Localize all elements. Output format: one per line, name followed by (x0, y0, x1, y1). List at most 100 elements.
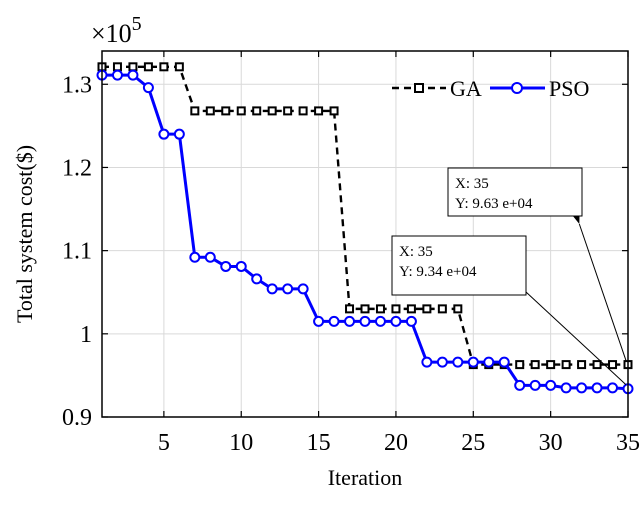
data-point-pso (142, 82, 154, 94)
data-point-pso (591, 382, 603, 394)
annotation-pointer (578, 223, 627, 361)
y-tick-label: 0.9 (62, 405, 92, 431)
data-point-ga (515, 360, 525, 370)
data-point-pso (405, 315, 417, 327)
y-axis-title: Total system cost($) (12, 145, 37, 323)
data-point-pso (545, 379, 557, 391)
data-point-ga (314, 106, 324, 116)
legend: GA PSO (392, 76, 589, 101)
legend-marker-pso (511, 82, 523, 94)
data-point-ga (530, 360, 540, 370)
x-tick-label: 20 (384, 430, 408, 456)
x-axis-title: Iteration (328, 465, 403, 490)
axes: 5 10 15 20 25 30 35 0.9 1 1.1 1.2 1.3 Iteration Total… (12, 13, 640, 490)
data-point-pso (220, 260, 232, 272)
data-point-pso (344, 315, 356, 327)
data-point-ga (190, 106, 200, 116)
data-point-pso (374, 315, 386, 327)
data-point-pso (204, 251, 216, 263)
series-line-pso (102, 73, 629, 391)
annotation-pointer (525, 291, 627, 386)
data-point-pso (313, 315, 325, 327)
data-point-ga (205, 106, 215, 116)
data-point-pso (576, 382, 588, 394)
data-point-pso (390, 315, 402, 327)
y-axis-multiplier: ×105 (91, 13, 142, 48)
data-point-ga (329, 106, 339, 116)
data-point-pso (127, 69, 139, 81)
data-point-ga (577, 360, 587, 370)
data-point-pso (235, 260, 247, 272)
legend-label-ga: GA (450, 76, 482, 101)
annotation-box (447, 167, 583, 217)
data-point-pso (266, 283, 278, 295)
data-point-pso (421, 356, 433, 368)
data-point-pso (359, 315, 371, 327)
data-point-ga (159, 62, 169, 72)
annotation-x-text: X: 35 (399, 244, 433, 260)
data-point-ga (592, 360, 602, 370)
annotations: X: 35 Y: 9.63 e+04 X: 35 Y: 9.34 e+04 (391, 167, 627, 386)
annotation-y-text: Y: 9.63 e+04 (455, 196, 533, 212)
y-tick-label: 1 (80, 322, 92, 348)
plot-frame (101, 50, 629, 418)
x-tick-label: 25 (461, 430, 485, 456)
data-point-pso (514, 379, 526, 391)
data-point-pso (173, 128, 185, 140)
y-tick-label: 1.2 (62, 155, 92, 181)
data-point-ga (561, 360, 571, 370)
data-point-pso (297, 283, 309, 295)
x-tick-label: 15 (307, 430, 331, 456)
x-tick-label: 30 (539, 430, 563, 456)
data-point-pso (436, 356, 448, 368)
annotation-x-text: X: 35 (455, 176, 489, 192)
multiplier-base: ×10 (91, 19, 132, 48)
data-point-ga (608, 360, 618, 370)
data-point-ga (437, 304, 447, 314)
series-line-ga (102, 65, 628, 366)
x-tick-label: 5 (158, 430, 170, 456)
x-tick-label: 35 (616, 430, 640, 456)
data-point-ga (345, 304, 355, 314)
data-point-ga (221, 106, 231, 116)
data-point-pso (560, 382, 572, 394)
data-point-pso (529, 379, 541, 391)
data-point-ga (236, 106, 246, 116)
legend-label-pso: PSO (549, 76, 589, 101)
data-point-pso (189, 251, 201, 263)
data-point-pso (111, 69, 123, 81)
data-point-ga (375, 304, 385, 314)
data-point-ga (252, 106, 262, 116)
annotation-y-text: Y: 9.34 e+04 (399, 264, 477, 280)
data-point-pso (251, 273, 263, 285)
annotation-box (391, 235, 527, 296)
data-point-pso (607, 382, 619, 394)
data-point-pso (158, 128, 170, 140)
data-point-pso (452, 356, 464, 368)
data-point-ga (174, 62, 184, 72)
legend-marker-ga (414, 83, 424, 93)
y-tick-label: 1.1 (62, 239, 92, 265)
data-point-ga (143, 62, 153, 72)
data-point-pso (498, 356, 510, 368)
data-point-ga (283, 106, 293, 116)
data-point-ga (298, 106, 308, 116)
data-point-ga (422, 304, 432, 314)
data-point-pso (328, 315, 340, 327)
data-point-pso (483, 356, 495, 368)
x-tick-label: 10 (229, 430, 253, 456)
data-point-ga (267, 106, 277, 116)
multiplier-exponent: 5 (132, 13, 142, 35)
data-point-ga (406, 304, 416, 314)
data-point-ga (360, 304, 370, 314)
data-point-ga (546, 360, 556, 370)
data-point-pso (467, 356, 479, 368)
y-tick-label: 1.3 (62, 72, 92, 98)
data-point-ga (112, 62, 122, 72)
data-point-ga (391, 304, 401, 314)
data-point-ga (128, 62, 138, 72)
series-layer (96, 62, 634, 395)
data-point-pso (282, 283, 294, 295)
data-point-ga (453, 304, 463, 314)
